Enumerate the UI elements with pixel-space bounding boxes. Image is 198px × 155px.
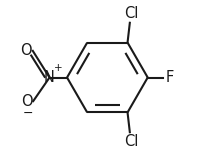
- Text: N: N: [44, 70, 55, 85]
- Text: +: +: [54, 63, 62, 73]
- Text: Cl: Cl: [124, 134, 139, 149]
- Text: F: F: [165, 70, 173, 85]
- Text: O: O: [20, 43, 31, 58]
- Text: Cl: Cl: [124, 6, 139, 21]
- Text: O: O: [21, 94, 32, 109]
- Text: −: −: [22, 107, 33, 120]
